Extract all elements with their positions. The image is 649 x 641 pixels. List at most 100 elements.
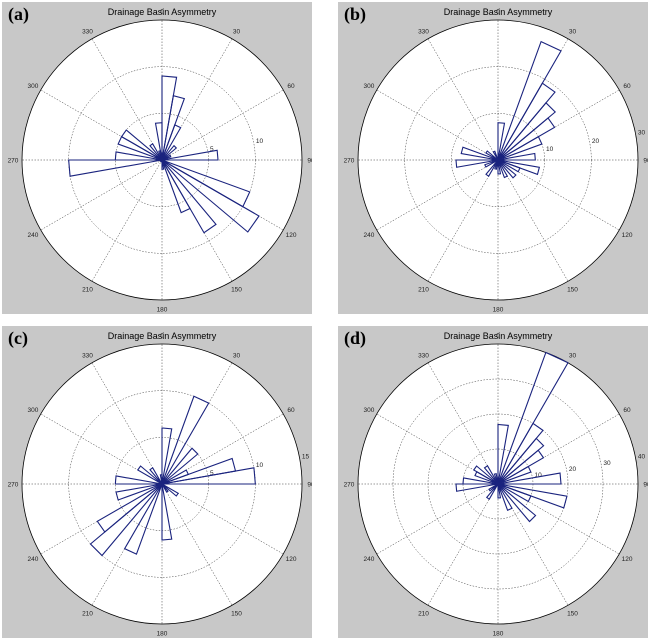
- angle-tick-label: 210: [418, 611, 429, 618]
- rose-bin: [161, 159, 165, 170]
- angle-tick-label: 30: [233, 352, 241, 359]
- rose-bin: [161, 149, 219, 161]
- rose-bin: [136, 465, 163, 485]
- rose-bin: [460, 146, 499, 161]
- radial-tick-label: 20: [592, 138, 600, 145]
- rose-bin: [493, 472, 499, 485]
- radial-tick-label: 30: [638, 130, 646, 137]
- rose-bin: [161, 395, 210, 485]
- rose-bin: [485, 483, 499, 500]
- radial-tick-label: 30: [603, 460, 611, 467]
- spoke-line: [427, 38, 499, 161]
- angle-tick-label: 0: [496, 9, 500, 16]
- rose-chart-panel-c: Drainage Basin Asymmetry5101503060901201…: [2, 326, 312, 638]
- spoke-line: [427, 159, 499, 282]
- radial-tick-label: 10: [534, 472, 542, 479]
- angle-tick-label: 30: [569, 28, 577, 35]
- angle-tick-label: 30: [569, 352, 577, 359]
- panel-label-d: (d): [344, 328, 366, 348]
- angle-tick-label: 300: [28, 407, 39, 414]
- angle-tick-label: 180: [493, 631, 504, 638]
- radial-ring: [451, 113, 545, 207]
- radial-tick-label: 40: [638, 454, 646, 461]
- angle-tick-label: 0: [496, 333, 500, 340]
- radial-tick-label: 10: [546, 146, 554, 153]
- spoke-line: [40, 413, 163, 485]
- rose-bin: [115, 483, 163, 501]
- spoke-line: [91, 159, 163, 282]
- spoke-line: [427, 483, 499, 606]
- angle-tick-label: 270: [344, 158, 355, 165]
- rose-bin: [485, 159, 499, 177]
- rose-bin: [497, 465, 532, 485]
- angle-tick-label: 60: [287, 83, 295, 90]
- angle-tick-label: 120: [286, 556, 297, 563]
- rose-bin: [161, 483, 179, 497]
- rose-bin: [161, 483, 169, 493]
- rose-bin: [120, 129, 163, 161]
- rose-bin: [497, 159, 502, 175]
- center-marker: [159, 157, 165, 163]
- rose-bin: [123, 483, 163, 555]
- angle-tick-label: 30: [233, 28, 241, 35]
- spoke-line: [497, 89, 620, 161]
- rose-bin: [159, 474, 163, 485]
- rose-chart-panel-a: Drainage Basin Asymmetry 5 10 0 30 60 90 120 150…: [2, 2, 312, 314]
- angle-tick-label: 330: [418, 352, 429, 359]
- rose-chart-b: Drainage Basin Asymmetry1020300306090120…: [344, 7, 648, 314]
- rose-bin: [161, 159, 191, 214]
- center-marker: [495, 481, 501, 487]
- rose-bin: [161, 154, 172, 161]
- angle-tick-label: 90: [307, 158, 312, 165]
- rose-bin: [485, 150, 499, 161]
- angle-tick-label: 90: [643, 482, 648, 489]
- radial-ring: [68, 66, 256, 254]
- rose-chart-c: Drainage Basin Asymmetry5101503060901201…: [8, 331, 312, 638]
- angle-tick-label: 330: [82, 352, 93, 359]
- rose-bin: [488, 483, 499, 492]
- radial-ring: [427, 413, 569, 555]
- angle-tick-label: 90: [643, 158, 648, 165]
- angle-tick-label: 180: [157, 631, 168, 638]
- angle-tick-label: 120: [286, 232, 297, 239]
- spoke-line: [161, 89, 284, 161]
- spoke-line: [40, 89, 163, 161]
- angle-tick-label: 150: [231, 287, 242, 294]
- angle-tick-label: 240: [364, 232, 375, 239]
- spoke-line: [91, 362, 163, 485]
- spoke-line: [91, 38, 163, 161]
- spoke-line: [497, 159, 620, 231]
- rose-bin: [483, 465, 499, 485]
- center-marker: [495, 157, 501, 163]
- angle-tick-label: 60: [287, 407, 295, 414]
- radial-tick-label: 20: [569, 466, 577, 473]
- spoke-line: [427, 362, 499, 485]
- rose-chart-panel-d: Drainage Basin Asymmetry 10 20 30 40 0 30 60 90 1…: [338, 326, 648, 638]
- spoke-line: [376, 159, 499, 231]
- angle-tick-label: 240: [28, 232, 39, 239]
- rose-bin: [497, 159, 521, 173]
- spoke-line: [376, 89, 499, 161]
- rose-bin: [497, 483, 502, 499]
- rose-bin: [149, 467, 163, 485]
- rose-bin: [497, 483, 532, 503]
- angle-tick-label: 0: [160, 333, 164, 340]
- angle-tick-label: 210: [418, 287, 429, 294]
- angle-tick-label: 300: [364, 407, 375, 414]
- spoke-line: [40, 159, 163, 231]
- rose-bin: [161, 467, 256, 485]
- panel-label-c: (c): [8, 328, 28, 348]
- rose-bin: [114, 475, 163, 485]
- rose-bin: [96, 483, 163, 533]
- rose-chart-a: Drainage Basin Asymmetry 5 10 0 30 60 90 120 150…: [8, 7, 312, 314]
- rose-bin: [161, 144, 178, 161]
- rose-bin: [497, 122, 506, 161]
- rose-bin: [161, 159, 260, 233]
- rose-bin: [154, 122, 163, 161]
- rose-bin: [484, 159, 499, 168]
- chart-title: Drainage Basin Asymmetry: [108, 7, 217, 17]
- angle-tick-label: 330: [418, 28, 429, 35]
- rose-bin: [497, 135, 543, 161]
- angle-tick-label: 150: [231, 611, 242, 618]
- radial-ring: [392, 378, 604, 590]
